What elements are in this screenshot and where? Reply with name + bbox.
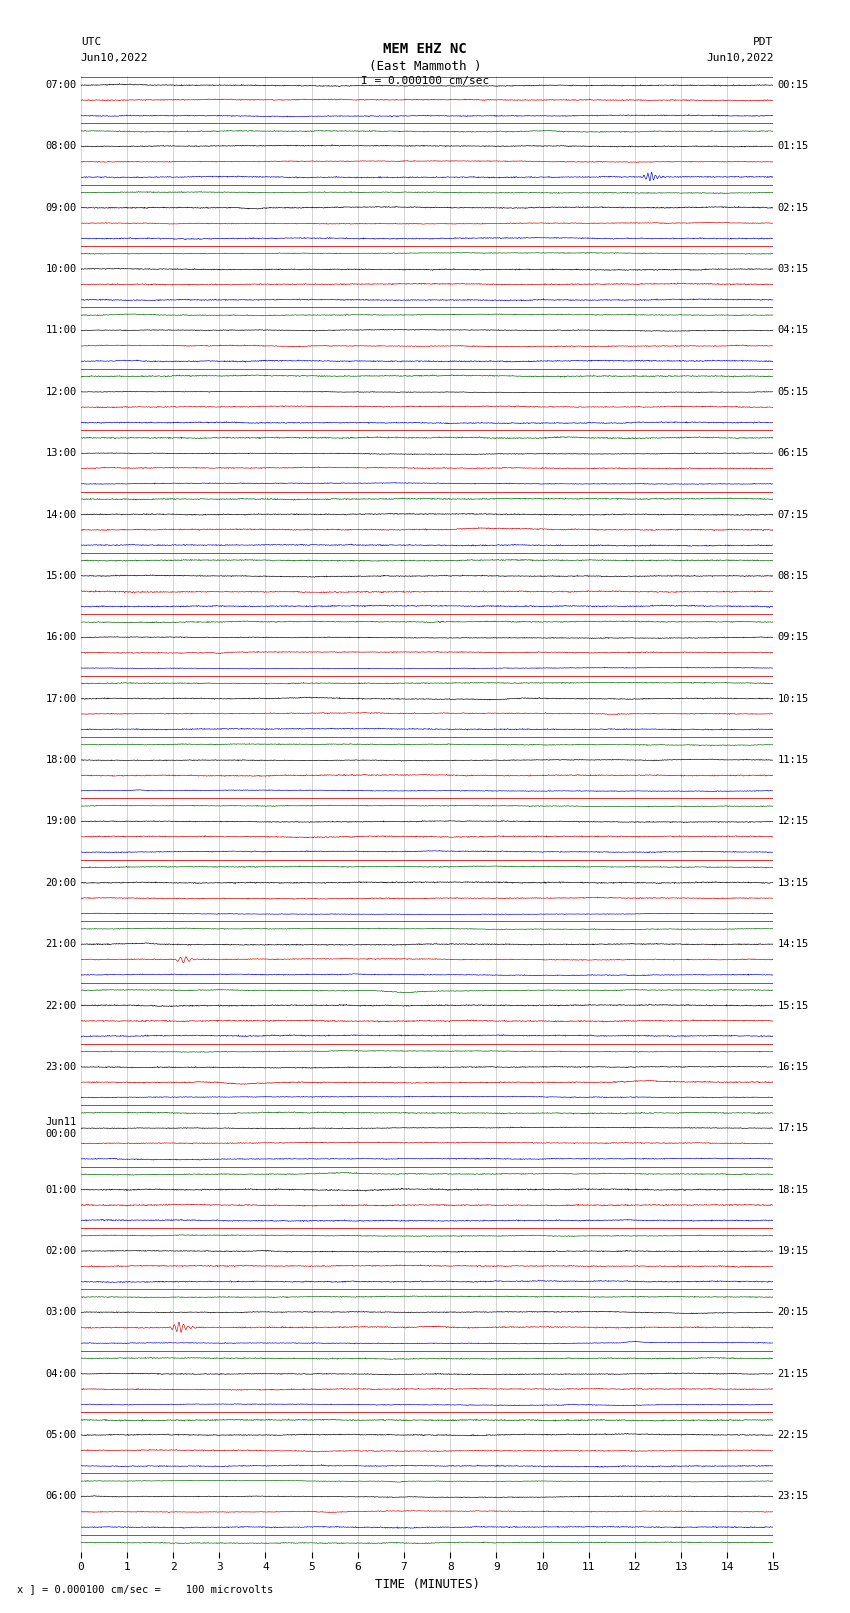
Text: Jun10,2022: Jun10,2022: [81, 53, 148, 63]
Text: UTC: UTC: [81, 37, 101, 47]
X-axis label: TIME (MINUTES): TIME (MINUTES): [375, 1578, 479, 1590]
Text: PDT: PDT: [753, 37, 774, 47]
Text: x ] = 0.000100 cm/sec =    100 microvolts: x ] = 0.000100 cm/sec = 100 microvolts: [17, 1584, 273, 1594]
Text: I = 0.000100 cm/sec: I = 0.000100 cm/sec: [361, 76, 489, 85]
Text: Jun10,2022: Jun10,2022: [706, 53, 774, 63]
Text: (East Mammoth ): (East Mammoth ): [369, 60, 481, 73]
Text: MEM EHZ NC: MEM EHZ NC: [383, 42, 467, 56]
